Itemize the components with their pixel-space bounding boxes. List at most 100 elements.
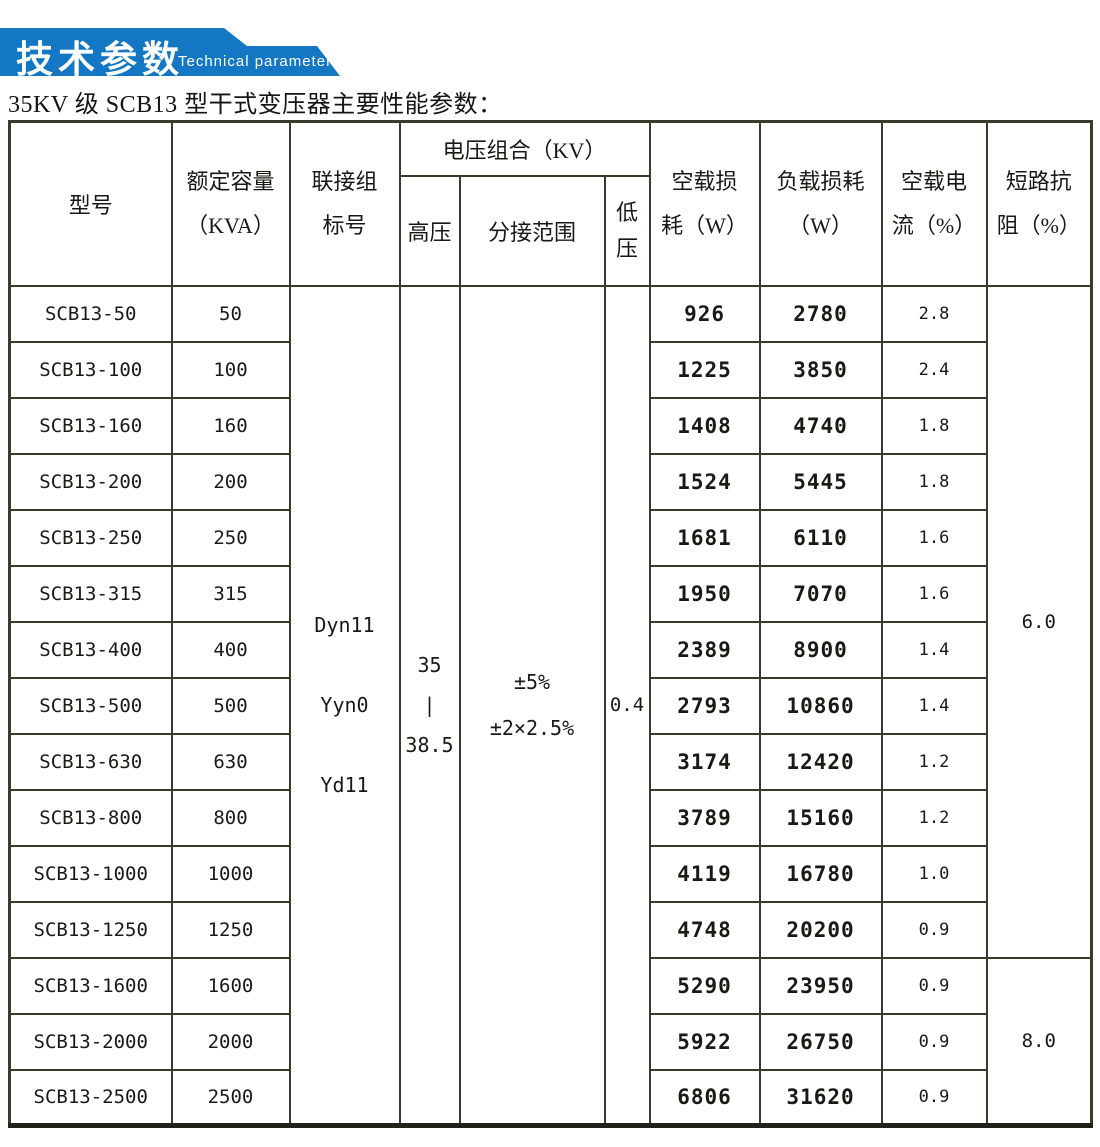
header-low-voltage: 低 压 bbox=[603, 174, 651, 287]
table-row: SCB13-1000 1000 4119 16780 1.0 bbox=[8, 844, 1092, 903]
cell-model: SCB13-630 bbox=[8, 732, 173, 791]
table-row: SCB13-400 400 2389 8900 1.4 bbox=[8, 620, 1092, 679]
table-row: SCB13-315 315 1950 7070 1.6 bbox=[8, 564, 1092, 623]
header-vector-line1: 联接组 bbox=[311, 168, 378, 194]
cell-no-load-current: 2.4 bbox=[880, 340, 988, 399]
cell-capacity: 500 bbox=[170, 676, 291, 735]
cell-no-load-current: 1.0 bbox=[880, 844, 988, 903]
header-high-voltage: 高压 bbox=[398, 174, 461, 287]
cell-no-load-loss: 5922 bbox=[648, 1012, 761, 1071]
vector-group-value: Dyn11 bbox=[314, 612, 375, 637]
cell-no-load-current: 1.4 bbox=[880, 676, 988, 735]
table-row: SCB13-2000 2000 5922 26750 0.9 bbox=[8, 1012, 1092, 1071]
cell-model: SCB13-2000 bbox=[8, 1012, 173, 1071]
header-load-loss-line1: 负载损耗 bbox=[776, 168, 865, 194]
header-no-load-loss-line2: 耗（W） bbox=[661, 212, 748, 238]
high-voltage-separator: | bbox=[423, 692, 436, 717]
cell-no-load-loss: 1950 bbox=[648, 564, 761, 623]
header-tap-range: 分接范围 bbox=[458, 174, 606, 287]
cell-impedance-group1: 6.0 bbox=[985, 284, 1093, 959]
table-row: SCB13-1250 1250 4748 20200 0.9 bbox=[8, 900, 1092, 959]
table-caption: 35KV 级 SCB13 型干式变压器主要性能参数： bbox=[8, 92, 503, 118]
cell-no-load-loss: 4119 bbox=[648, 844, 761, 903]
cell-no-load-current: 1.8 bbox=[880, 452, 988, 511]
cell-capacity: 100 bbox=[170, 340, 291, 399]
cell-no-load-current: 1.4 bbox=[880, 620, 988, 679]
cell-no-load-loss: 3174 bbox=[648, 732, 761, 791]
cell-capacity: 2000 bbox=[170, 1012, 291, 1071]
tap-range-value: ±2×2.5% bbox=[489, 715, 575, 740]
header-no-load-current-line2: 流（%） bbox=[891, 212, 977, 238]
cell-capacity: 315 bbox=[170, 564, 291, 623]
cell-no-load-loss: 1225 bbox=[648, 340, 761, 399]
cell-load-loss: 31620 bbox=[758, 1068, 883, 1127]
cell-no-load-current: 1.8 bbox=[880, 396, 988, 455]
cell-model: SCB13-50 bbox=[8, 284, 173, 343]
high-voltage-value: 38.5 bbox=[405, 732, 454, 757]
cell-model: SCB13-1000 bbox=[8, 844, 173, 903]
table-row: SCB13-250 250 1681 6110 1.6 bbox=[8, 508, 1092, 567]
header-impedance-line2: 阻（%） bbox=[996, 212, 1081, 238]
cell-load-loss: 12420 bbox=[758, 732, 883, 791]
header-no-load-loss-line1: 空载损 bbox=[671, 168, 738, 194]
cell-capacity: 2500 bbox=[170, 1068, 291, 1127]
header-vector-group: 联接组 标号 bbox=[288, 120, 401, 287]
cell-load-loss: 15160 bbox=[758, 788, 883, 847]
cell-capacity: 250 bbox=[170, 508, 291, 567]
cell-load-loss: 16780 bbox=[758, 844, 883, 903]
vector-group-value: Yd11 bbox=[320, 772, 369, 797]
table-row: SCB13-100 100 1225 3850 2.4 bbox=[8, 340, 1092, 399]
spec-table: 型号 额定容量 （KVA） 联接组 标号 电压组合（KV） 空载损 耗（W） 负… bbox=[8, 120, 1094, 1128]
cell-no-load-current: 1.2 bbox=[880, 732, 988, 791]
cell-load-loss: 8900 bbox=[758, 620, 883, 679]
tap-range-value: ±5% bbox=[513, 669, 551, 694]
cell-no-load-loss: 1681 bbox=[648, 508, 761, 567]
header-model: 型号 bbox=[8, 120, 173, 287]
header-no-load-loss: 空载损 耗（W） bbox=[648, 120, 761, 287]
header-impedance: 短路抗 阻（%） bbox=[985, 120, 1093, 287]
cell-no-load-loss: 2389 bbox=[648, 620, 761, 679]
table-row: SCB13-160 160 1408 4740 1.8 bbox=[8, 396, 1092, 455]
cell-no-load-loss: 926 bbox=[648, 284, 761, 343]
cell-capacity: 400 bbox=[170, 620, 291, 679]
cell-impedance-group2: 8.0 bbox=[985, 956, 1093, 1127]
header-load-loss: 负载损耗 （W） bbox=[758, 120, 883, 287]
cell-no-load-current: 0.9 bbox=[880, 900, 988, 959]
table-row: SCB13-200 200 1524 5445 1.8 bbox=[8, 452, 1092, 511]
cell-model: SCB13-100 bbox=[8, 340, 173, 399]
cell-no-load-current: 2.8 bbox=[880, 284, 988, 343]
cell-model: SCB13-1600 bbox=[8, 956, 173, 1015]
section-banner: 技术参数 Technical parameter bbox=[0, 28, 345, 80]
cell-no-load-loss: 3789 bbox=[648, 788, 761, 847]
cell-capacity: 800 bbox=[170, 788, 291, 847]
header-vector-line2: 标号 bbox=[322, 212, 367, 238]
header-capacity-line2: （KVA） bbox=[186, 212, 275, 238]
table-row: SCB13-500 500 2793 10860 1.4 bbox=[8, 676, 1092, 735]
cell-no-load-current: 0.9 bbox=[880, 1012, 988, 1071]
cell-no-load-loss: 6806 bbox=[648, 1068, 761, 1127]
cell-load-loss: 20200 bbox=[758, 900, 883, 959]
header-low-voltage-line2: 压 bbox=[616, 235, 639, 261]
cell-no-load-loss: 2793 bbox=[648, 676, 761, 735]
cell-load-loss: 23950 bbox=[758, 956, 883, 1015]
cell-model: SCB13-160 bbox=[8, 396, 173, 455]
cell-model: SCB13-800 bbox=[8, 788, 173, 847]
cell-load-loss: 3850 bbox=[758, 340, 883, 399]
cell-no-load-current: 0.9 bbox=[880, 956, 988, 1015]
header-no-load-current: 空载电 流（%） bbox=[880, 120, 988, 287]
banner-polygon bbox=[0, 28, 340, 76]
table-row: SCB13-800 800 3789 15160 1.2 bbox=[8, 788, 1092, 847]
table-row: SCB13-630 630 3174 12420 1.2 bbox=[8, 732, 1092, 791]
cell-no-load-current: 1.6 bbox=[880, 508, 988, 567]
cell-capacity: 50 bbox=[170, 284, 291, 343]
table-row: SCB13-1600 1600 5290 23950 0.9 8.0 bbox=[8, 956, 1093, 1127]
header-row-1: 型号 额定容量 （KVA） 联接组 标号 电压组合（KV） 空载损 耗（W） 负… bbox=[8, 120, 1093, 287]
header-low-voltage-line1: 低 bbox=[616, 199, 639, 225]
cell-load-loss: 7070 bbox=[758, 564, 883, 623]
header-row-2: 高压 分接范围 低 压 bbox=[10, 174, 1092, 287]
cell-model: SCB13-200 bbox=[8, 452, 173, 511]
cell-model: SCB13-400 bbox=[8, 620, 173, 679]
cell-no-load-loss: 4748 bbox=[648, 900, 761, 959]
cell-model: SCB13-250 bbox=[8, 508, 173, 567]
